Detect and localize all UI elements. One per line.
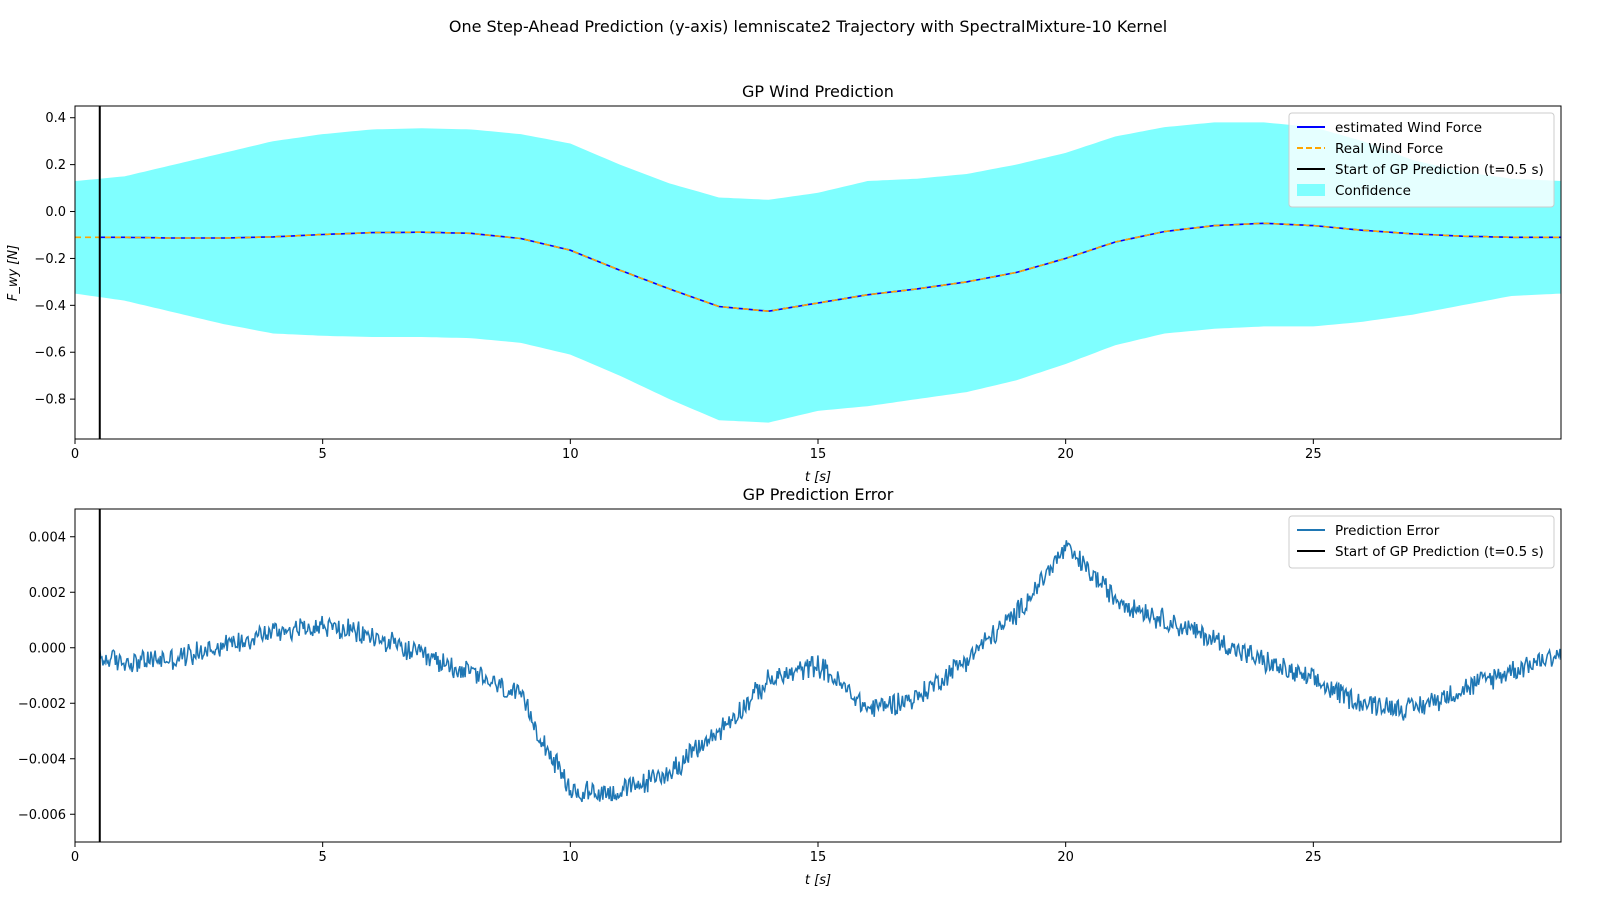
- wind-prediction-xlabel: t [s]: [805, 470, 831, 485]
- wind-prediction-ytick-label: 0.0: [45, 205, 66, 220]
- prediction-error-ytick-label: 0.004: [29, 530, 66, 545]
- prediction-error-panel: GP Prediction Error t [s] 0 5 10 15 20 25 0.00…: [18, 485, 1562, 888]
- legend-label: Confidence: [1335, 183, 1411, 199]
- prediction-error-ytick-label: 0.000: [29, 641, 66, 656]
- prediction-error-title: GP Prediction Error: [743, 485, 894, 504]
- prediction-error-xtick-label: 15: [810, 850, 827, 865]
- wind-prediction-panel: GP Wind Prediction t [s] F_wy [N] 0 5 10 15…: [6, 82, 1562, 485]
- wind-prediction-ylabel: F_wy [N]: [6, 245, 21, 301]
- prediction-error-ytick-label: −0.004: [18, 752, 66, 767]
- wind-prediction-ytick-label: 0.2: [45, 158, 66, 173]
- wind-prediction-xtick-label: 10: [562, 447, 579, 462]
- prediction-error-ytick-label: 0.002: [29, 586, 66, 601]
- legend-label: Start of GP Prediction (t=0.5 s): [1335, 544, 1544, 560]
- wind-prediction-ytick-label: −0.2: [34, 252, 66, 267]
- prediction-error-legend: Prediction Error Start of GP Prediction (…: [1288, 515, 1555, 569]
- wind-prediction-legend: estimated Wind Force Real Wind Force Start…: [1288, 112, 1555, 208]
- wind-prediction-ytick-label: −0.6: [34, 346, 66, 361]
- prediction-error-line: [99, 540, 1561, 803]
- wind-prediction-xtick-label: 25: [1305, 447, 1322, 462]
- wind-prediction-xtick-label: 20: [1057, 447, 1074, 462]
- wind-prediction-title: GP Wind Prediction: [742, 82, 894, 101]
- prediction-error-ytick-label: −0.002: [18, 697, 66, 712]
- confidence-band: [75, 122, 1561, 423]
- prediction-error-xtick-label: 5: [319, 850, 327, 865]
- legend-label: Prediction Error: [1335, 523, 1440, 539]
- wind-prediction-xtick-label: 15: [810, 447, 827, 462]
- wind-prediction-legend-box: [1288, 112, 1555, 208]
- prediction-error-legend-box: [1288, 515, 1555, 569]
- legend-label: estimated Wind Force: [1335, 120, 1482, 136]
- wind-prediction-ytick-label: 0.4: [45, 111, 66, 126]
- wind-prediction-xtick-label: 5: [319, 447, 327, 462]
- wind-prediction-plot-content: [75, 106, 1561, 439]
- wind-prediction-xtick-label: 0: [71, 447, 79, 462]
- prediction-error-xtick-label: 0: [71, 850, 79, 865]
- prediction-error-xtick-label: 20: [1057, 850, 1074, 865]
- legend-label: Start of GP Prediction (t=0.5 s): [1335, 162, 1544, 178]
- prediction-error-xlabel: t [s]: [805, 873, 831, 888]
- prediction-error-xtick-label: 10: [562, 850, 579, 865]
- legend-label: Real Wind Force: [1335, 141, 1443, 157]
- wind-prediction-ytick-label: −0.8: [34, 393, 66, 408]
- wind-prediction-ytick-label: −0.4: [34, 299, 66, 314]
- figure-title: One Step-Ahead Prediction (y-axis) lemni…: [449, 17, 1167, 36]
- prediction-error-plot-content: [98, 509, 1561, 842]
- prediction-error-xtick-label: 25: [1305, 850, 1322, 865]
- legend-confidence-swatch: [1297, 184, 1325, 196]
- prediction-error-ytick-label: −0.006: [18, 808, 66, 823]
